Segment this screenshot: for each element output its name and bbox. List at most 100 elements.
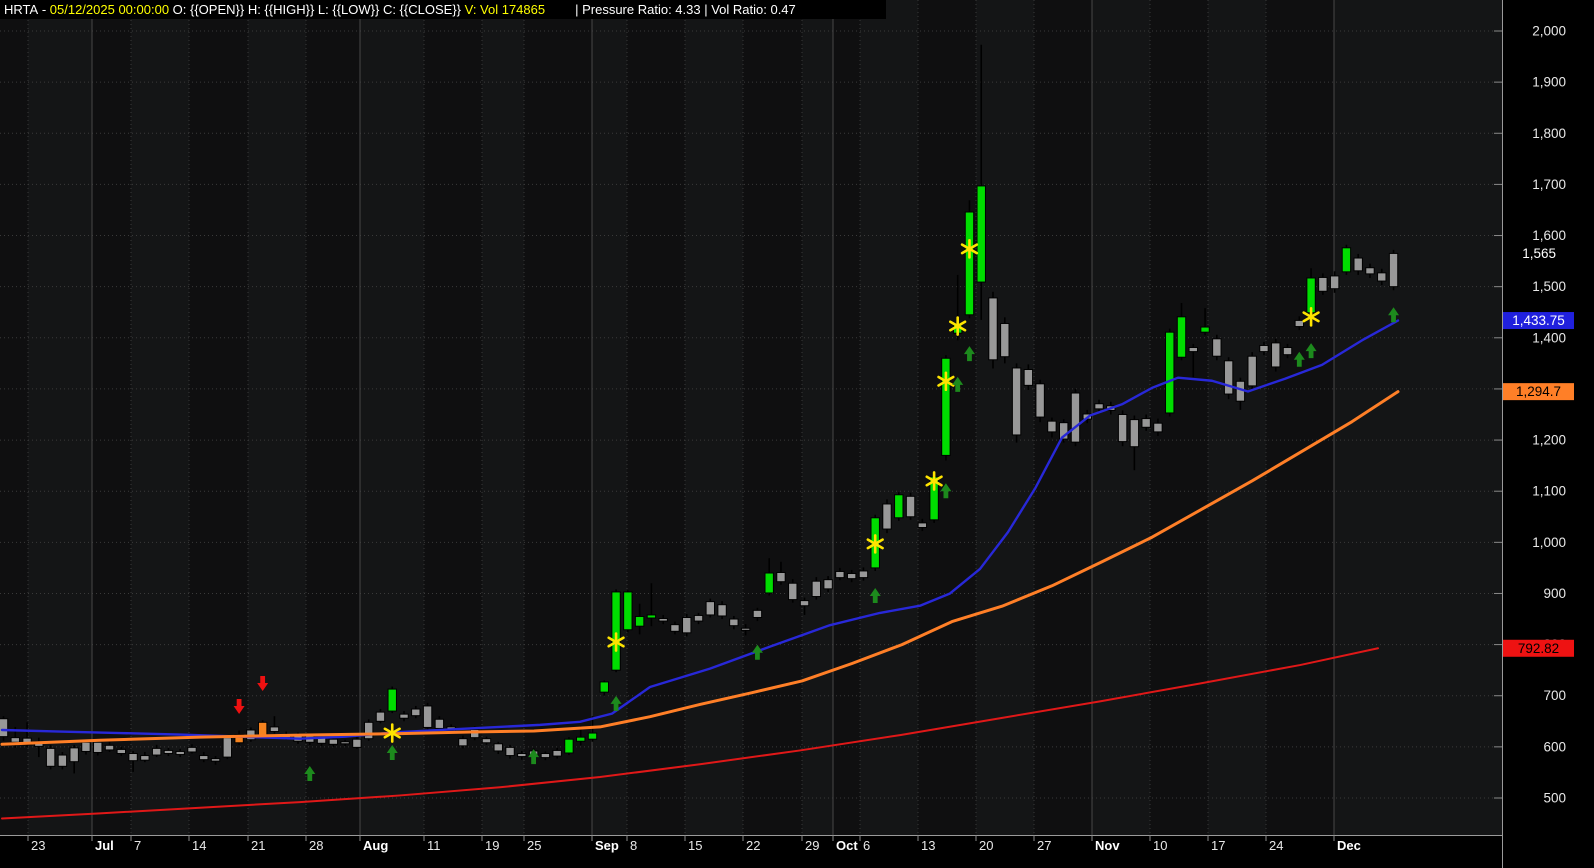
candle-body[interactable] bbox=[422, 705, 433, 728]
candle-body[interactable] bbox=[352, 738, 362, 748]
candle-body[interactable] bbox=[1271, 342, 1281, 368]
candle-body[interactable] bbox=[988, 297, 998, 361]
candle-body[interactable] bbox=[1117, 413, 1128, 443]
candle-body[interactable] bbox=[1282, 347, 1293, 356]
candle-body[interactable] bbox=[116, 748, 126, 755]
candle-body[interactable] bbox=[1223, 360, 1234, 395]
candle-body[interactable] bbox=[69, 747, 79, 763]
price-axis[interactable] bbox=[1502, 0, 1594, 868]
candle-body[interactable] bbox=[576, 736, 586, 742]
candle-body[interactable] bbox=[811, 580, 822, 598]
candle-body[interactable] bbox=[199, 755, 209, 761]
candle-body[interactable] bbox=[328, 738, 339, 745]
candle-body[interactable] bbox=[187, 746, 197, 753]
candle-body[interactable] bbox=[140, 755, 150, 761]
candle-body[interactable] bbox=[45, 747, 56, 767]
candle-body[interactable] bbox=[1000, 322, 1010, 358]
candle-body[interactable] bbox=[1388, 252, 1399, 288]
candle-body[interactable] bbox=[210, 758, 221, 762]
candle-body[interactable] bbox=[882, 503, 892, 530]
candle-body[interactable] bbox=[717, 604, 727, 617]
candle-body[interactable] bbox=[682, 616, 692, 634]
candle-body[interactable] bbox=[764, 572, 774, 594]
candle-body[interactable] bbox=[776, 571, 786, 583]
candle-body[interactable] bbox=[1176, 316, 1187, 358]
candle-body[interactable] bbox=[1329, 275, 1340, 290]
candle-body[interactable] bbox=[1070, 392, 1081, 443]
candle-body[interactable] bbox=[623, 591, 633, 631]
candle-body[interactable] bbox=[1047, 420, 1057, 433]
candle-body[interactable] bbox=[1212, 338, 1222, 357]
candle-body[interactable] bbox=[894, 494, 904, 519]
candle-body[interactable] bbox=[1188, 347, 1198, 353]
candle-body[interactable] bbox=[752, 609, 763, 618]
candle-body[interactable] bbox=[917, 522, 928, 529]
candle-body[interactable] bbox=[799, 600, 810, 607]
candle-body[interactable] bbox=[1129, 419, 1140, 448]
candle-body[interactable] bbox=[151, 747, 162, 756]
candle-body[interactable] bbox=[646, 614, 657, 619]
candle-body[interactable] bbox=[1259, 344, 1269, 353]
candle-body[interactable] bbox=[658, 618, 668, 622]
candle-body[interactable] bbox=[858, 570, 869, 579]
candle-body[interactable] bbox=[552, 749, 562, 757]
candle-body[interactable] bbox=[1059, 422, 1069, 440]
candle-body[interactable] bbox=[1353, 257, 1363, 272]
candle-body[interactable] bbox=[10, 737, 20, 743]
candle-body[interactable] bbox=[387, 688, 397, 712]
candle-body[interactable] bbox=[505, 746, 515, 757]
candle-body[interactable] bbox=[905, 495, 916, 518]
candle-body[interactable] bbox=[835, 570, 845, 579]
candle-body[interactable] bbox=[1165, 331, 1175, 414]
candle-body[interactable] bbox=[941, 357, 951, 456]
candle-body[interactable] bbox=[540, 753, 551, 759]
candle-body[interactable] bbox=[375, 711, 386, 722]
candle-body[interactable] bbox=[976, 185, 986, 283]
candle-body[interactable] bbox=[0, 718, 9, 738]
candle-body[interactable] bbox=[1141, 418, 1151, 428]
candle-body[interactable] bbox=[1200, 326, 1210, 333]
candle-body[interactable] bbox=[1294, 319, 1304, 328]
candle-body[interactable] bbox=[1094, 403, 1104, 410]
candle-body[interactable] bbox=[458, 738, 468, 747]
candle-body[interactable] bbox=[1153, 422, 1163, 433]
candle-body[interactable] bbox=[399, 713, 409, 719]
candle-body[interactable] bbox=[470, 728, 480, 739]
candle-body[interactable] bbox=[564, 738, 574, 754]
candle-body[interactable] bbox=[411, 708, 421, 717]
candle-body[interactable] bbox=[269, 726, 280, 733]
candle-body[interactable] bbox=[823, 579, 833, 590]
candle-body[interactable] bbox=[1247, 355, 1257, 387]
candle-body[interactable] bbox=[599, 681, 609, 693]
candle-body[interactable] bbox=[587, 732, 598, 740]
candle-body[interactable] bbox=[1377, 272, 1387, 282]
candle-body[interactable] bbox=[104, 744, 115, 751]
candle-body[interactable] bbox=[693, 614, 704, 622]
candle-body[interactable] bbox=[964, 211, 975, 316]
candle-body[interactable] bbox=[670, 624, 680, 632]
candle-body[interactable] bbox=[705, 601, 715, 616]
candle-body[interactable] bbox=[634, 615, 645, 627]
candle-body[interactable] bbox=[1011, 367, 1022, 436]
candle-body[interactable] bbox=[81, 741, 91, 752]
candle-body[interactable] bbox=[22, 737, 32, 746]
candle-body[interactable] bbox=[729, 618, 739, 627]
candle-body[interactable] bbox=[1023, 369, 1034, 386]
candle-body[interactable] bbox=[234, 734, 244, 744]
candle-body[interactable] bbox=[1318, 276, 1328, 292]
candle-body[interactable] bbox=[517, 753, 527, 758]
candle-body[interactable] bbox=[175, 750, 185, 756]
candle-body[interactable] bbox=[493, 743, 503, 752]
candle-body[interactable] bbox=[740, 627, 751, 631]
candle-body[interactable] bbox=[128, 753, 138, 762]
time-axis[interactable] bbox=[0, 835, 1594, 868]
candle-body[interactable] bbox=[163, 749, 174, 755]
candle-body[interactable] bbox=[611, 591, 621, 671]
candle-body[interactable] bbox=[222, 737, 233, 758]
candle-body[interactable] bbox=[1035, 383, 1045, 418]
candle-body[interactable] bbox=[434, 718, 445, 729]
candle-body[interactable] bbox=[57, 754, 68, 767]
candle-body[interactable] bbox=[363, 721, 374, 740]
candle-body[interactable] bbox=[93, 741, 103, 753]
